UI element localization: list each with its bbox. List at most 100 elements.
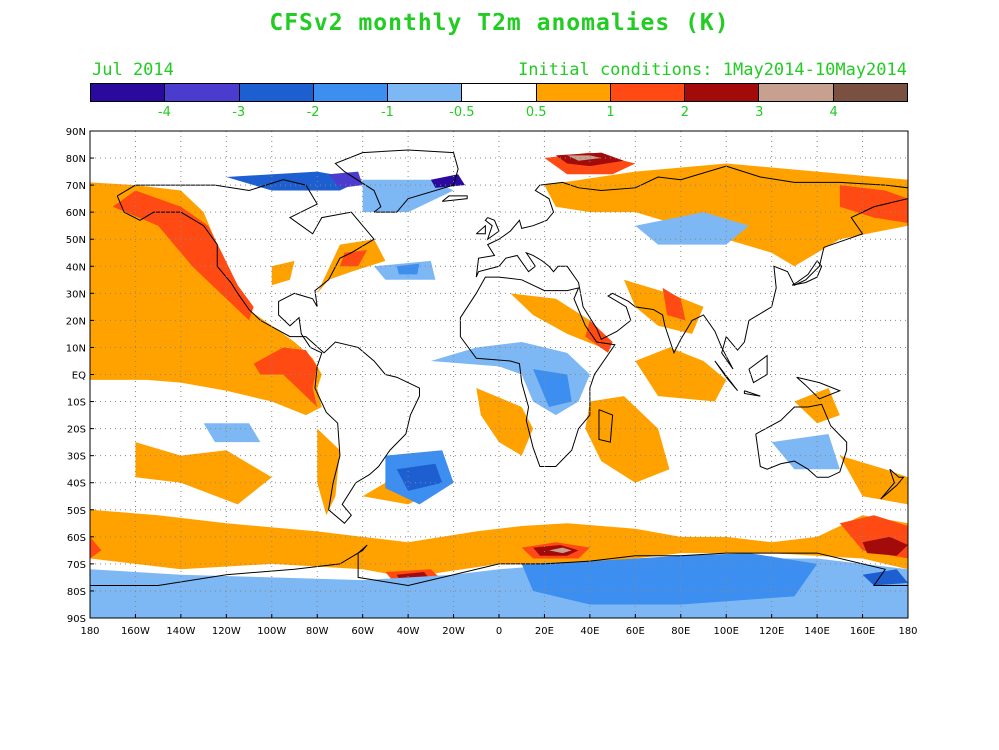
longitude-label: 40W [397, 626, 420, 637]
coastline [90, 544, 908, 587]
longitude-label: 180 [898, 626, 917, 637]
colorbar-label: 4 [829, 105, 838, 120]
anomaly-region [839, 185, 908, 223]
anomaly-region [544, 163, 908, 267]
anomaly-region [90, 509, 908, 578]
map-title: CFSv2 monthly T2m anomalies (K) [269, 10, 730, 36]
longitude-label: 80W [306, 626, 329, 637]
anomaly-region [90, 182, 322, 416]
anomaly-region [226, 171, 363, 191]
latitude-label: 90S [67, 614, 86, 625]
coastline [796, 376, 842, 400]
latitude-label: 30S [67, 452, 86, 463]
colorbar-label: 0.5 [525, 105, 547, 120]
anomaly-region [112, 328, 181, 348]
colorbar-segment [833, 84, 907, 101]
anomaly-region [548, 547, 572, 554]
colorbar-segment [610, 84, 686, 101]
anomaly-region [533, 369, 572, 407]
anomaly-region [862, 536, 908, 556]
latitude-label: 80S [67, 587, 86, 598]
colorbar [90, 83, 908, 102]
anomaly-region [771, 434, 840, 470]
longitude-label: 20W [442, 626, 465, 637]
latitude-label: 20N [66, 316, 86, 327]
coastline [441, 195, 468, 202]
colorbar-label: 3 [755, 105, 764, 120]
longitude-label: 160W [121, 626, 150, 637]
anomaly-region [112, 190, 254, 321]
anomaly-region [839, 455, 908, 505]
colorbar-label: -0.5 [449, 105, 475, 120]
colorbar-segment [388, 84, 463, 101]
coastline [743, 390, 761, 397]
latitude-label: 50S [67, 506, 86, 517]
longitude-label: 140W [166, 626, 195, 637]
anomaly-region [396, 263, 420, 275]
anomaly-region [253, 347, 318, 407]
latitude-label: 70S [67, 560, 86, 571]
anomaly-region [476, 388, 534, 456]
coastline [755, 403, 848, 478]
anomaly-region [271, 260, 295, 286]
anomaly-region [635, 212, 749, 245]
latitude-label: 90N [66, 127, 86, 138]
latitude-label: 50N [66, 235, 86, 246]
anomaly-region [623, 279, 704, 334]
anomaly-region [430, 174, 465, 188]
anomaly-region [567, 155, 602, 161]
longitude-label: 100W [257, 626, 286, 637]
longitude-label: 120E [759, 626, 784, 637]
latitude-label: 10N [66, 343, 86, 354]
colorbar-segment [536, 84, 611, 101]
longitude-labels: 180 160W 140W 120W 100W 80W 60W 40W 20W 0 20E 40E 60… [80, 614, 918, 637]
latitude-labels: 90N 80N 70N 60N 50N 40N 30N 20N 10N EQ 10S 20S 30S 40… [66, 127, 94, 625]
anomaly-region [135, 442, 272, 505]
coastline [714, 360, 738, 392]
longitude-label: 40E [580, 626, 599, 637]
colorbar-label: -3 [232, 105, 246, 120]
anomaly-region [203, 423, 261, 443]
colorbar-label: 1 [606, 105, 615, 120]
colorbar-segment [91, 84, 166, 101]
colorbar-label: 2 [680, 105, 690, 120]
coastline [116, 179, 420, 525]
longitude-label: 160E [850, 626, 875, 637]
latitude-label: 60S [67, 533, 86, 544]
longitude-label: 140E [804, 626, 829, 637]
latitude-label: 70N [66, 181, 86, 192]
anomaly-region [585, 396, 670, 483]
colorbar-segment [239, 84, 314, 101]
longitude-label: 100E [714, 626, 739, 637]
colorbar-segment [313, 84, 389, 101]
latitude-label: 30N [66, 289, 86, 300]
anomaly-region [862, 569, 908, 586]
colorbar-segment [759, 84, 834, 101]
latitude-label: 40S [67, 479, 86, 490]
longitude-label: 180 [80, 626, 99, 637]
anomaly-region [362, 179, 454, 213]
anomaly-region [328, 171, 363, 188]
initial-conditions: Initial conditions: 1May2014-10May2014 [518, 60, 907, 80]
anomaly-region [396, 463, 443, 491]
longitude-label: 0 [496, 626, 502, 637]
valid-month: Jul 2014 [92, 60, 174, 80]
coastline [475, 224, 486, 235]
colorbar-label: -4 [157, 105, 171, 120]
anomaly-region [662, 287, 686, 321]
coastline [748, 354, 768, 384]
latitude-label: 40N [66, 262, 86, 273]
colorbar-label: -2 [306, 105, 320, 120]
coastline [598, 409, 614, 443]
colorbar-segment [685, 84, 760, 101]
longitude-label: 20E [535, 626, 554, 637]
coastline [791, 260, 823, 286]
coastlines [90, 149, 909, 587]
colorbar-segment [462, 84, 537, 101]
anomaly-region [339, 250, 368, 267]
coastline [880, 468, 905, 500]
latitude-label: 20S [67, 425, 86, 436]
anomaly-region [317, 428, 340, 516]
latitude-label: EQ [72, 371, 86, 382]
